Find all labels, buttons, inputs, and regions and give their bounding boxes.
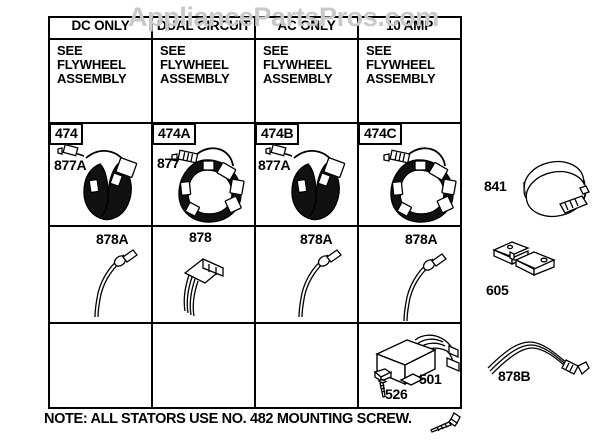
cell-extra-empty-1 [48, 322, 153, 409]
part-label-501: 501 [419, 371, 442, 387]
cell-flywheel-note-1: SEE FLYWHEEL ASSEMBLY [48, 38, 153, 124]
part-number-box: 474 [49, 123, 84, 145]
table-row-flywheel-note: SEE FLYWHEEL ASSEMBLY SEE FLYWHEEL ASSEM… [48, 38, 462, 124]
cell-stator-474c: 474C [357, 122, 462, 227]
stator-arc-icon [265, 143, 346, 221]
column-header-dc-only: DC ONLY [48, 16, 153, 40]
part-label-841: 841 [484, 178, 507, 194]
loose-part-605: 605 [480, 238, 596, 304]
wire-lead-icon [94, 249, 138, 318]
column-header-dual-circuit: DUAL CIRCUIT [151, 16, 256, 40]
table-row-leads: 878A 878 [48, 225, 462, 324]
module-icon [375, 334, 460, 386]
cell-flywheel-note-2: SEE FLYWHEEL ASSEMBLY [151, 38, 256, 124]
wire-lead-icon [403, 253, 447, 322]
part-label-526: 526 [385, 386, 408, 402]
flywheel-note-text: SEE FLYWHEEL ASSEMBLY [57, 43, 127, 87]
column-header-ac-only: AC ONLY [254, 16, 359, 40]
note-text: NOTE: ALL STATORS USE NO. 482 MOUNTING S… [44, 411, 412, 427]
cell-lead-878a-1: 878A [48, 225, 153, 324]
part-number-box: 474C [358, 123, 403, 145]
table-row-stators: 474 877A [48, 122, 462, 227]
part-label-878a: 878A [405, 231, 438, 247]
wire-jumper-icon [487, 341, 590, 376]
screw-icon [430, 412, 461, 433]
column-header-10-amp: 10 AMP [357, 16, 462, 40]
wire-lead-icon [298, 249, 342, 318]
flywheel-note-text: SEE FLYWHEEL ASSEMBLY [366, 43, 436, 87]
part-label-878a: 878A [96, 231, 129, 247]
screw-icon [373, 368, 393, 398]
cell-flywheel-note-3: SEE FLYWHEEL ASSEMBLY [254, 38, 359, 124]
cell-lead-878a-2: 878A [254, 225, 359, 324]
part-label-878a: 878A [300, 231, 333, 247]
cell-extra-empty-2 [151, 322, 256, 409]
cell-lead-878a-3: 878A [357, 225, 462, 324]
stator-ring-icon [171, 147, 245, 223]
cell-stator-474b: 474B 877A [254, 122, 359, 227]
table-header-row: DC ONLY DUAL CIRCUIT AC ONLY 10 AMP [48, 16, 462, 40]
flywheel-note-text: SEE FLYWHEEL ASSEMBLY [160, 43, 230, 87]
cell-stator-474a: 474A 877 [151, 122, 256, 227]
cell-lead-878: 878 [151, 225, 256, 324]
part-number-box: 474A [152, 123, 197, 145]
hose-clamp-icon [523, 160, 590, 218]
wire-harness-icon [183, 257, 225, 317]
stator-ring-icon [383, 147, 457, 223]
part-label-877a: 877A [54, 157, 87, 173]
cell-flywheel-note-4: SEE FLYWHEEL ASSEMBLY [357, 38, 462, 124]
parts-table: DC ONLY DUAL CIRCUIT AC ONLY 10 AMP SEE … [48, 16, 462, 409]
part-label-878b: 878B [498, 368, 531, 384]
flywheel-note-text: SEE FLYWHEEL ASSEMBLY [263, 43, 333, 87]
note-row: NOTE: ALL STATORS USE NO. 482 MOUNTING S… [44, 410, 464, 438]
stator-arc-icon [57, 143, 138, 221]
part-number-box: 474B [255, 123, 300, 145]
cell-extra-module-501: 501 526 [357, 322, 462, 409]
cell-extra-empty-3 [254, 322, 359, 409]
part-label-605: 605 [486, 282, 509, 298]
part-label-877: 877 [157, 155, 180, 171]
table-row-extras: 501 526 [48, 322, 462, 409]
part-label-877a: 877A [258, 157, 291, 173]
cell-stator-474: 474 877A [48, 122, 153, 227]
part-label-878: 878 [189, 229, 212, 245]
loose-part-878b: 878B [480, 334, 596, 400]
bracket-icon [492, 241, 556, 277]
loose-part-841: 841 [484, 152, 596, 226]
